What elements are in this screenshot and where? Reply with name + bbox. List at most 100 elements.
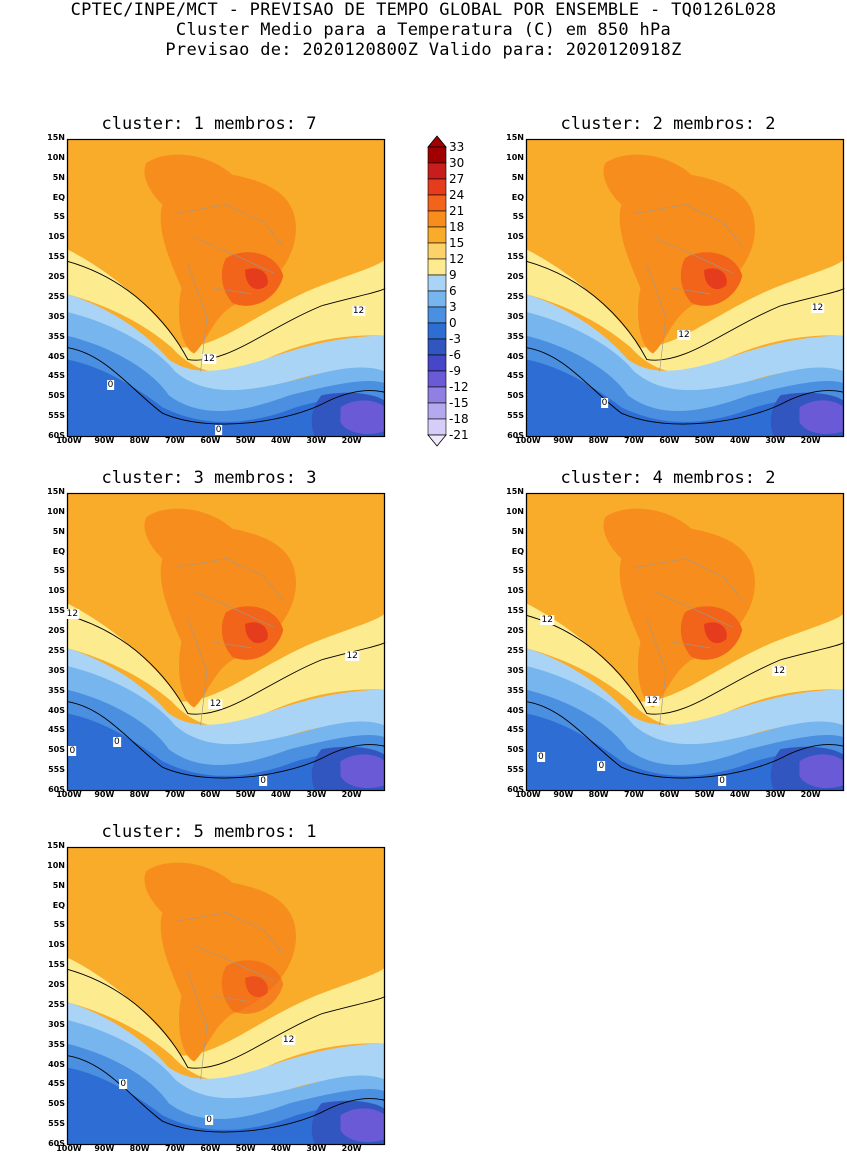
colorbar-top-arrow — [427, 135, 447, 148]
temperature-band — [340, 754, 385, 789]
latitude-label: 60S — [507, 431, 524, 440]
colorbar-tick-label: 12 — [449, 252, 465, 266]
latitude-label: 25S — [48, 999, 65, 1009]
colorbar-segment — [427, 402, 447, 420]
longitude-label: 70W — [165, 790, 185, 799]
colorbar-segment — [427, 338, 447, 356]
temperature-band — [526, 647, 844, 752]
colorbar-segment — [427, 162, 447, 180]
longitude-label: 50W — [694, 790, 715, 799]
longitude-label: 40W — [730, 790, 750, 799]
latitude-label: EQ — [52, 192, 65, 202]
latitude-label: 50S — [48, 391, 65, 401]
temperature-band — [526, 713, 844, 791]
temperature-band — [704, 622, 727, 644]
panel-title: cluster: 5 membros: 1 — [101, 822, 317, 842]
header-line-1: CPTEC/INPE/MCT - PREVISAO DE TEMPO GLOBA… — [70, 0, 777, 20]
longitude-label: 80W — [588, 790, 609, 799]
contour-label: 0 — [119, 1079, 128, 1090]
longitude-label: 80W — [588, 436, 609, 445]
latitude-label: 5S — [512, 212, 524, 222]
panel-title: cluster: 1 membros: 7 — [101, 114, 317, 134]
temperature-band — [67, 957, 385, 1081]
temperature-band — [144, 862, 296, 1062]
panel-cluster-5: cluster: 5 membros: 1 15N 10N 5N EQ 5S 10S 15S… — [30, 822, 388, 1162]
colorbar-segment — [427, 210, 447, 228]
longitude-label: 60W — [659, 436, 680, 445]
longitude-label: 90W — [553, 436, 574, 445]
longitude-label: 20W — [341, 790, 362, 799]
longitude-label: 60W — [200, 436, 221, 445]
contour-label: 0 — [600, 398, 609, 409]
latitude-label: 40S — [48, 351, 65, 361]
latitude-label: 10N — [47, 860, 65, 870]
country-borders — [175, 558, 284, 726]
contour-label: 12 — [772, 665, 787, 676]
colorbar-segment — [427, 274, 447, 292]
contour-label: 12 — [208, 698, 223, 709]
contour-label: 0 — [205, 1115, 213, 1126]
latitude-label: 35S — [507, 331, 524, 341]
latitude-label: 30S — [48, 665, 65, 675]
latitude-label: 60S — [507, 785, 524, 794]
latitude-label: 10N — [506, 506, 524, 516]
contour-label: 0 — [68, 746, 77, 757]
map-canvas — [525, 138, 845, 438]
map-frame — [66, 492, 386, 792]
longitude-label: 20W — [341, 1144, 362, 1153]
colorbar-tick-label: 30 — [449, 156, 465, 170]
latitude-label: 10S — [48, 232, 65, 242]
longitude-label: 90W — [553, 790, 574, 799]
panel-cluster-1: cluster: 1 membros: 7 15N 10N 5N EQ 5S 10S 15S… — [30, 114, 388, 454]
contour-12 — [525, 260, 845, 361]
longitude-label: 80W — [129, 436, 150, 445]
latitude-label: 15S — [507, 606, 524, 616]
latitude-label: 10N — [506, 152, 524, 162]
longitude-label: 80W — [129, 790, 150, 799]
temperature-band — [67, 249, 385, 373]
panel-title: cluster: 3 membros: 3 — [101, 468, 317, 488]
contour-label: 12 — [810, 302, 825, 313]
longitude-label: 70W — [624, 436, 644, 445]
latitude-label: 50S — [507, 391, 524, 401]
temperature-band — [67, 713, 385, 791]
latitude-label: 5N — [52, 526, 65, 536]
latitude-label: 20S — [48, 626, 65, 636]
longitude-label: 50W — [694, 436, 715, 445]
longitude-label: 100W — [56, 790, 82, 799]
latitude-label: 35S — [48, 685, 65, 695]
contour-label: 0 — [718, 776, 727, 787]
latitude-label: 25S — [507, 645, 524, 655]
latitude-label: 35S — [48, 331, 65, 341]
contour-label: 0 — [106, 380, 115, 391]
latitude-label: 55S — [507, 411, 524, 421]
colorbar-tick-label: 27 — [449, 172, 465, 186]
temperature-band — [526, 603, 844, 727]
latitude-label: 5N — [52, 172, 65, 182]
country-borders — [175, 204, 284, 372]
longitude-label: 50W — [235, 1144, 256, 1153]
latitude-label: 60S — [48, 1139, 65, 1148]
contour-label: 0 — [259, 776, 268, 787]
latitude-label: 5S — [53, 212, 65, 222]
contour-label: 12 — [540, 615, 554, 626]
latitude-label: 20S — [48, 980, 65, 990]
colorbar-tick-label: 24 — [449, 188, 465, 202]
latitude-label: EQ — [52, 900, 65, 910]
latitude-label: 40S — [507, 351, 524, 361]
contour-label: 0 — [537, 752, 545, 763]
latitude-label: 15N — [47, 487, 65, 496]
latitude-label: 10N — [47, 152, 65, 162]
latitude-label: 55S — [507, 765, 524, 775]
latitude-label: 10S — [48, 940, 65, 950]
temperature-band — [526, 249, 844, 373]
longitude-label: 60W — [200, 790, 221, 799]
longitude-label: 100W — [56, 436, 82, 445]
latitude-label: 50S — [48, 745, 65, 755]
contour-12 — [66, 260, 386, 361]
colorbar-segment — [427, 194, 447, 212]
colorbar-tick-label: -9 — [449, 364, 461, 378]
latitude-label: 50S — [48, 1099, 65, 1109]
colorbar-segment — [427, 386, 447, 404]
colorbar-segment — [427, 306, 447, 324]
